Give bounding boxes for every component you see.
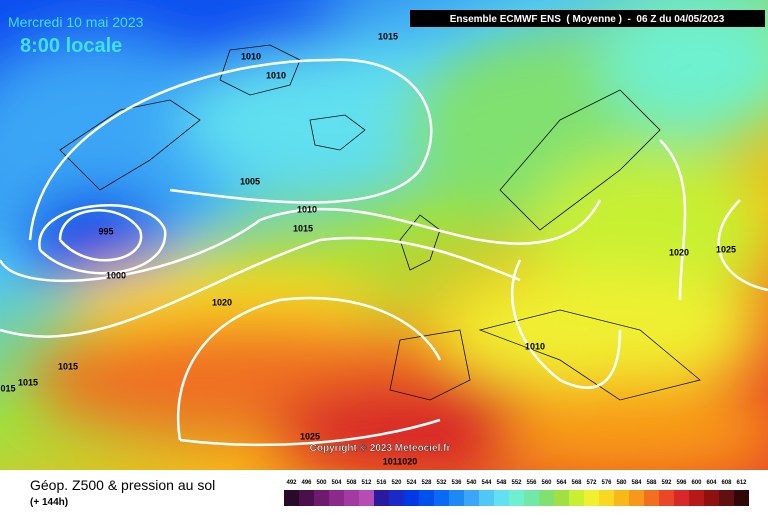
isobar-label: 1015 <box>293 223 313 233</box>
color-scale: 492 496 500 504 508 512 516 520 524 528 532 536 540 5… <box>284 480 749 506</box>
scale-swatch <box>734 490 749 506</box>
scale-label: 504 <box>331 480 342 486</box>
scale-label: 588 <box>646 480 657 486</box>
date: Mercredi 10 mai 2023 <box>8 14 144 30</box>
map: 1015 1010 1010 1005 995 1000 1010 1015 1… <box>0 0 768 470</box>
scale-swatch <box>509 490 524 506</box>
scale-label: 540 <box>466 480 477 486</box>
isobar-label: 1010 <box>525 341 545 351</box>
isobar-label: 1010 <box>241 51 261 61</box>
isobar-label: 1015 <box>18 377 38 387</box>
scale-label: 496 <box>301 480 312 486</box>
scale-label: 492 <box>286 480 297 486</box>
isobar-label: 1020 <box>212 297 232 307</box>
scale-label: 612 <box>736 480 747 486</box>
model-info: Ensemble ECMWF ENS ( Moyenne ) - 06 Z du… <box>450 14 725 25</box>
scale-label: 584 <box>631 480 642 486</box>
copyright: Copyright © 2023 Meteociel.fr <box>310 443 451 454</box>
scale-label: 560 <box>541 480 552 486</box>
scale-swatch <box>524 490 539 506</box>
scale-label: 548 <box>496 480 507 486</box>
scale-swatch <box>719 490 734 506</box>
scale-swatch <box>479 490 494 506</box>
scale-label: 608 <box>721 480 732 486</box>
scale-label: 552 <box>511 480 522 486</box>
scale-swatch <box>569 490 584 506</box>
isobars <box>0 58 768 447</box>
scale-label: 572 <box>586 480 597 486</box>
coastlines <box>59 44 701 401</box>
scale-swatch <box>494 490 509 506</box>
isobar-label: 1025 <box>716 244 736 254</box>
scale-label: 604 <box>706 480 717 486</box>
scale-swatch <box>674 490 689 506</box>
scale-swatch <box>404 490 419 506</box>
scale-swatch <box>314 490 329 506</box>
scale-label: 600 <box>691 480 702 486</box>
model-banner <box>410 10 765 27</box>
scale-label: 516 <box>376 480 387 486</box>
scale-swatch <box>629 490 644 506</box>
isobar-labels: 1015 1010 1010 1005 995 1000 1010 1015 1… <box>0 31 736 466</box>
scale-swatch <box>449 490 464 506</box>
isobar-label: 1010 <box>266 70 286 80</box>
isobar-label: 1005 <box>240 176 260 186</box>
isobar-label: 1015 <box>58 361 78 371</box>
isobar-label: 1015 <box>378 31 398 41</box>
scale-swatch <box>299 490 314 506</box>
scale-swatch <box>389 490 404 506</box>
scale-label: 512 <box>361 480 372 486</box>
scale-swatch <box>584 490 599 506</box>
scale-swatch <box>659 490 674 506</box>
scale-swatch <box>434 490 449 506</box>
scale-label: 528 <box>421 480 432 486</box>
isobar-label: 1010 <box>297 204 317 214</box>
scale-swatch <box>704 490 719 506</box>
isobar-label: 995 <box>98 226 113 236</box>
isobar-label: 1025 <box>300 431 320 441</box>
scale-label: 592 <box>661 480 672 486</box>
scale-label: 500 <box>316 480 327 486</box>
scale-label: 508 <box>346 480 357 486</box>
scale-label: 520 <box>391 480 402 486</box>
scale-swatch <box>539 490 554 506</box>
scale-label: 532 <box>436 480 447 486</box>
scale-swatch <box>644 490 659 506</box>
scale-swatch <box>599 490 614 506</box>
scale-swatch <box>464 490 479 506</box>
scale-swatch <box>284 490 299 506</box>
scale-label: 544 <box>481 480 492 486</box>
scale-label: 524 <box>406 480 417 486</box>
isobar-label: 1011020 <box>383 456 418 466</box>
isobar-label: 1020 <box>669 247 689 257</box>
isobar-label: 015 <box>0 383 15 393</box>
isobar-label: 1000 <box>106 270 126 280</box>
scale-swatch <box>329 490 344 506</box>
scale-swatch <box>554 490 569 506</box>
scale-label: 564 <box>556 480 567 486</box>
scale-swatch <box>344 490 359 506</box>
scale-swatch <box>374 490 389 506</box>
footer-title: Géop. Z500 & pression au sol <box>30 477 215 493</box>
scale-label: 580 <box>616 480 627 486</box>
scale-swatch <box>614 490 629 506</box>
local-time: 8:00 locale <box>20 35 122 57</box>
scale-swatch <box>419 490 434 506</box>
scale-swatch <box>359 490 374 506</box>
footer-subtitle: (+ 144h) <box>30 497 68 508</box>
scale-label: 556 <box>526 480 537 486</box>
scale-label: 536 <box>451 480 462 486</box>
scale-label: 576 <box>601 480 612 486</box>
scale-label: 596 <box>676 480 687 486</box>
scale-label: 568 <box>571 480 582 486</box>
scale-swatch <box>689 490 704 506</box>
